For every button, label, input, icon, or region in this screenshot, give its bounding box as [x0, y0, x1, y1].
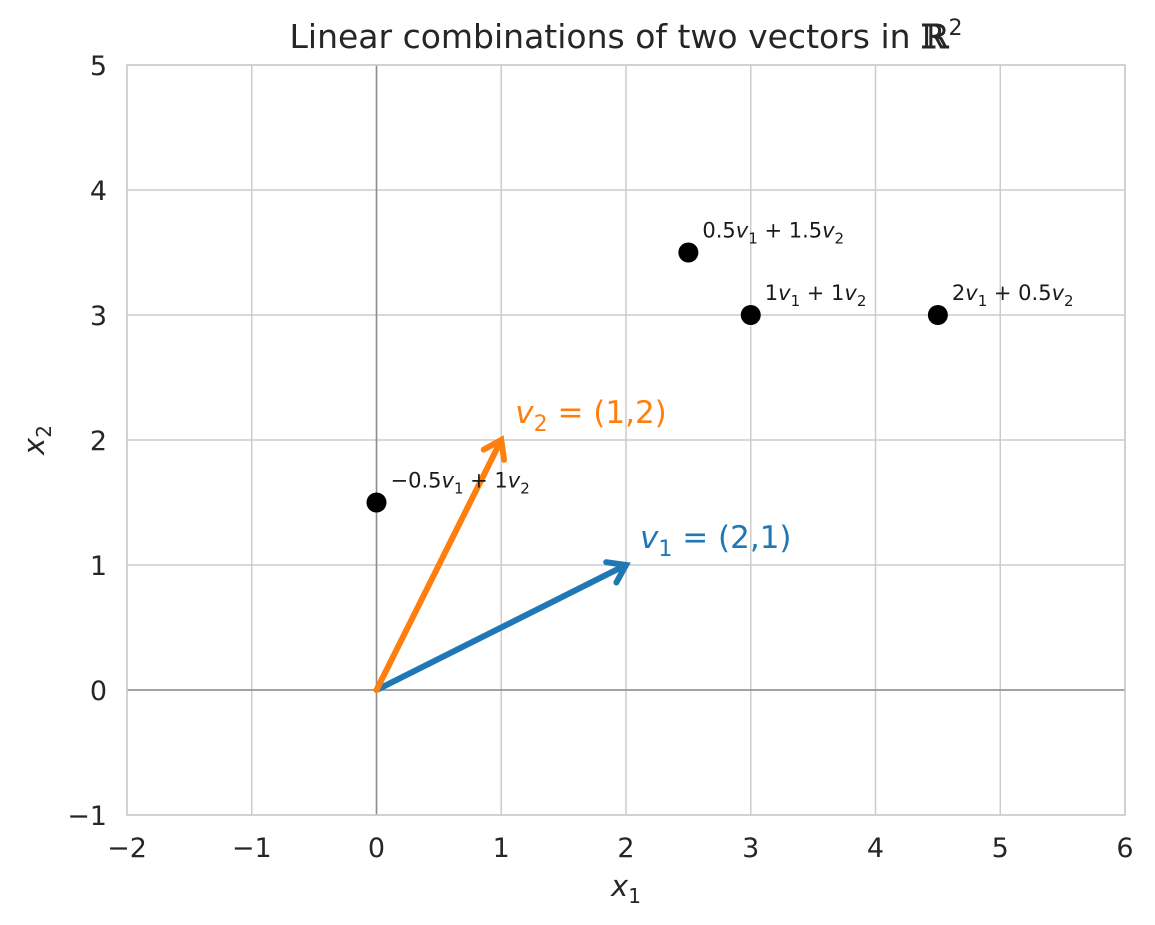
vector-v1-head — [603, 559, 631, 586]
combination-point-label: 2v1 + 0.5v2 — [952, 281, 1074, 310]
y-tick-label: −1 — [67, 801, 107, 832]
y-tick-label: 5 — [90, 51, 107, 82]
vectors: v1 = (2,1) v2 = (1,2) — [373, 395, 792, 693]
y-tick-label: 3 — [90, 301, 107, 332]
x-tick-label: 4 — [867, 833, 884, 864]
combination-point — [678, 242, 699, 263]
y-axis-label-base: x — [17, 437, 51, 456]
plot-frame — [126, 64, 1126, 816]
vector-v2-head — [480, 435, 508, 463]
vector-v1-shaft — [373, 563, 627, 693]
combination-point-label: −0.5v1 + 1v2 — [391, 469, 530, 498]
y-tick-label: 0 — [90, 676, 107, 707]
x-tick-label: 1 — [493, 833, 510, 864]
x-tick-label: 3 — [742, 833, 759, 864]
vector-v1-label: v1 = (2,1) — [640, 520, 792, 562]
x-tick-label: −2 — [107, 833, 147, 864]
title-space: ℝ — [921, 17, 950, 56]
vector-v1: v1 = (2,1) — [373, 520, 792, 693]
x-axis-label-sub: 1 — [628, 884, 641, 908]
combination-point-label: 0.5v1 + 1.5v2 — [702, 219, 844, 248]
x-axis-label: x1 — [610, 869, 641, 908]
title-main: Linear combinations of two vectors in — [290, 17, 922, 56]
y-tick-label: 1 — [90, 551, 107, 582]
combination-point-label: 1v1 + 1v2 — [765, 281, 867, 310]
chart-title: Linear combinations of two vectors in ℝ2 — [290, 16, 963, 56]
y-tick-label: 2 — [90, 426, 107, 457]
x-tick-label: 2 — [617, 833, 634, 864]
points: 0.5v1 + 1.5v2 1v1 + 1v2 2v1 + 0.5v2 −0.5v1 … — [366, 219, 1074, 513]
y-axis-label-sub: 2 — [32, 425, 56, 438]
x-tick-label: 6 — [1116, 833, 1133, 864]
x-axis-label-base: x — [610, 869, 629, 903]
x-tick-label: 0 — [368, 833, 385, 864]
y-axis-label: x2 — [17, 425, 56, 456]
vector-v2-label: v2 = (1,2) — [515, 395, 667, 437]
vector-v2: v2 = (1,2) — [373, 395, 667, 693]
x-tick-label: 5 — [992, 833, 1009, 864]
title-exponent: 2 — [948, 16, 962, 41]
combination-point — [366, 492, 387, 513]
combination-point — [927, 305, 948, 325]
x-tick-label: −1 — [232, 833, 272, 864]
y-tick-label: 4 — [90, 176, 107, 207]
vector-v2-shaft — [373, 439, 503, 693]
combination-point — [740, 305, 761, 325]
